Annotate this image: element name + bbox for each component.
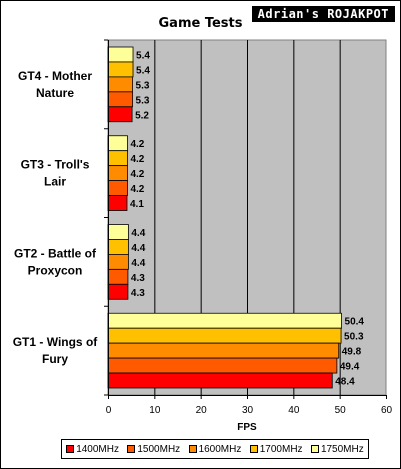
bar <box>107 46 134 63</box>
bar <box>107 372 333 389</box>
bar <box>107 61 134 78</box>
category-label: GT4 - Mother <box>18 69 92 83</box>
bar <box>107 180 128 196</box>
category-label: GT1 - Wings of <box>13 335 99 349</box>
x-axis-label: FPS <box>237 422 257 433</box>
bar <box>107 253 129 270</box>
bar-value-label: 4.4 <box>131 258 145 269</box>
category-label: Nature <box>36 86 74 100</box>
bar <box>107 327 342 344</box>
chart-title: Game Tests <box>158 16 243 31</box>
bar-value-label: 4.4 <box>131 243 145 254</box>
x-tick-label: 20 <box>196 405 208 416</box>
legend-item: 1600MHz <box>188 443 242 455</box>
bar <box>107 150 128 167</box>
x-tick-label: 30 <box>242 405 254 416</box>
bar-value-label: 5.2 <box>135 110 149 121</box>
bar-value-label: 5.4 <box>136 50 150 61</box>
bar <box>107 268 129 285</box>
legend-swatch <box>188 445 197 453</box>
bar <box>107 283 129 300</box>
bar <box>107 342 340 359</box>
bar <box>107 135 128 152</box>
bar-value-label: 4.3 <box>131 288 145 299</box>
category-label: GT2 - Battle of <box>14 246 97 260</box>
x-tick-label: 60 <box>381 405 393 416</box>
bar-value-label: 49.4 <box>340 362 360 373</box>
x-tick-label: 10 <box>149 405 161 416</box>
legend-label: 1400MHz <box>76 443 119 455</box>
legend-swatch <box>66 445 75 453</box>
category-label: Lair <box>44 175 66 189</box>
legend: 1400MHz 1500MHz 1600MHz 1700MHz 1750MHz <box>61 439 369 459</box>
bar-value-label: 50.3 <box>344 332 364 343</box>
legend-label: 1750MHz <box>320 443 364 455</box>
bar <box>107 357 338 374</box>
bar-value-label: 49.8 <box>342 347 362 358</box>
site-logo: Adrian's ROJAKPOT <box>251 6 395 22</box>
bar <box>107 165 128 181</box>
legend-swatch <box>127 445 136 453</box>
category-label: Proxycon <box>28 263 83 277</box>
bar <box>107 195 128 211</box>
bar-value-label: 5.3 <box>136 80 150 91</box>
bar <box>107 91 133 108</box>
legend-label: 1600MHz <box>198 443 242 455</box>
bar-value-label: 4.2 <box>130 154 144 165</box>
bar <box>107 239 129 255</box>
bar-value-label: 4.3 <box>131 273 145 284</box>
bar-value-label: 5.3 <box>136 95 150 106</box>
bar <box>107 312 342 329</box>
bar-value-label: 50.4 <box>345 317 365 328</box>
bar-value-label: 4.2 <box>130 169 144 180</box>
bar-value-label: 4.4 <box>131 228 145 239</box>
x-tick-label: 0 <box>106 405 112 416</box>
bar <box>107 224 129 240</box>
x-tick-label: 40 <box>288 405 300 416</box>
category-label: Fury <box>42 352 68 366</box>
legend-item: 1700MHz <box>249 443 303 455</box>
bar <box>107 106 133 123</box>
bar-value-label: 4.1 <box>130 199 144 210</box>
bar-value-label: 5.4 <box>136 65 150 76</box>
category-label: GT3 - Troll's <box>21 158 90 172</box>
legend-swatch <box>249 445 258 453</box>
x-tick-label: 50 <box>335 405 347 416</box>
legend-swatch <box>310 445 319 453</box>
legend-item: 1750MHz <box>310 443 364 455</box>
legend-item: 1400MHz <box>66 444 119 455</box>
bar <box>107 76 133 93</box>
legend-label: 1700MHz <box>259 443 303 455</box>
bar-value-label: 4.2 <box>130 184 144 195</box>
bar-value-label: 4.2 <box>130 139 144 150</box>
legend-item: 1500MHz <box>127 444 180 455</box>
legend-label: 1500MHz <box>137 443 181 455</box>
bar-value-label: 48.4 <box>335 377 355 388</box>
